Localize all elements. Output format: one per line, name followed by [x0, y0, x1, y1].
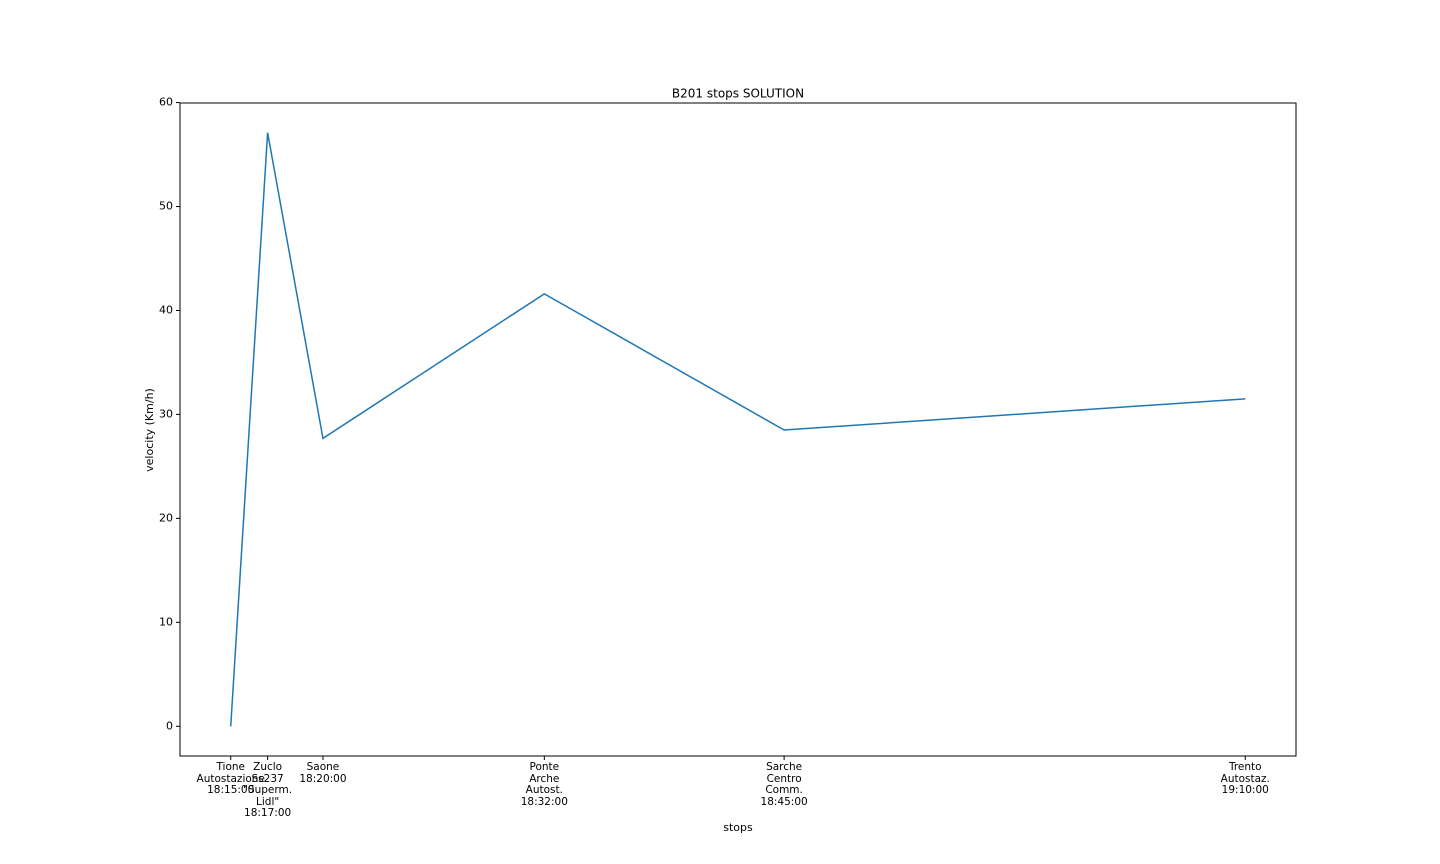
x-tick-label: Ponte Arche Autost. 18:32:00: [484, 761, 604, 808]
stop-name: Zuclo Ss237 "Superm. Lidl": [243, 761, 293, 808]
x-tick-label: Trento Autostaz. 19:10:00: [1185, 761, 1305, 797]
stop-time: 19:10:00: [1221, 784, 1269, 796]
stop-time: 18:15:00: [207, 784, 255, 796]
x-tick-label: Saone 18:20:00: [263, 761, 383, 785]
x-tick-label: Zuclo Ss237 "Superm. Lidl" 18:17:00: [208, 761, 328, 820]
y-axis-label: velocity (Km/h): [143, 388, 156, 472]
stop-name: Saone: [306, 761, 340, 773]
y-tick-label: 50: [159, 200, 173, 213]
stop-name: Sarche Centro Comm.: [765, 761, 803, 796]
stop-time: 18:20:00: [299, 772, 347, 785]
y-tick-label: 60: [159, 96, 173, 109]
x-tick-label: Sarche Centro Comm. 18:45:00: [724, 761, 844, 808]
plot-frame: [179, 102, 1297, 757]
stop-time: 18:17:00: [244, 807, 292, 819]
y-tick-label: 40: [159, 303, 173, 316]
y-tick-label: 0: [166, 719, 173, 732]
stop-time: 18:32:00: [520, 795, 568, 808]
stop-name: Tione Autostazione: [196, 761, 265, 785]
x-axis-label: stops: [723, 821, 753, 834]
line: [229, 132, 1246, 727]
x-tick-label: Tione Autostazione 18:15:00: [171, 761, 291, 797]
stop-time: 18:45:00: [760, 795, 808, 808]
y-tick-label: 20: [159, 511, 173, 524]
stop-name: Trento Autostaz.: [1220, 761, 1270, 785]
stop-name: Ponte Arche Autost.: [525, 761, 563, 796]
chart-title: B201 stops SOLUTION: [672, 87, 804, 101]
y-tick-label: 30: [159, 407, 173, 420]
y-tick-label: 10: [159, 615, 173, 628]
